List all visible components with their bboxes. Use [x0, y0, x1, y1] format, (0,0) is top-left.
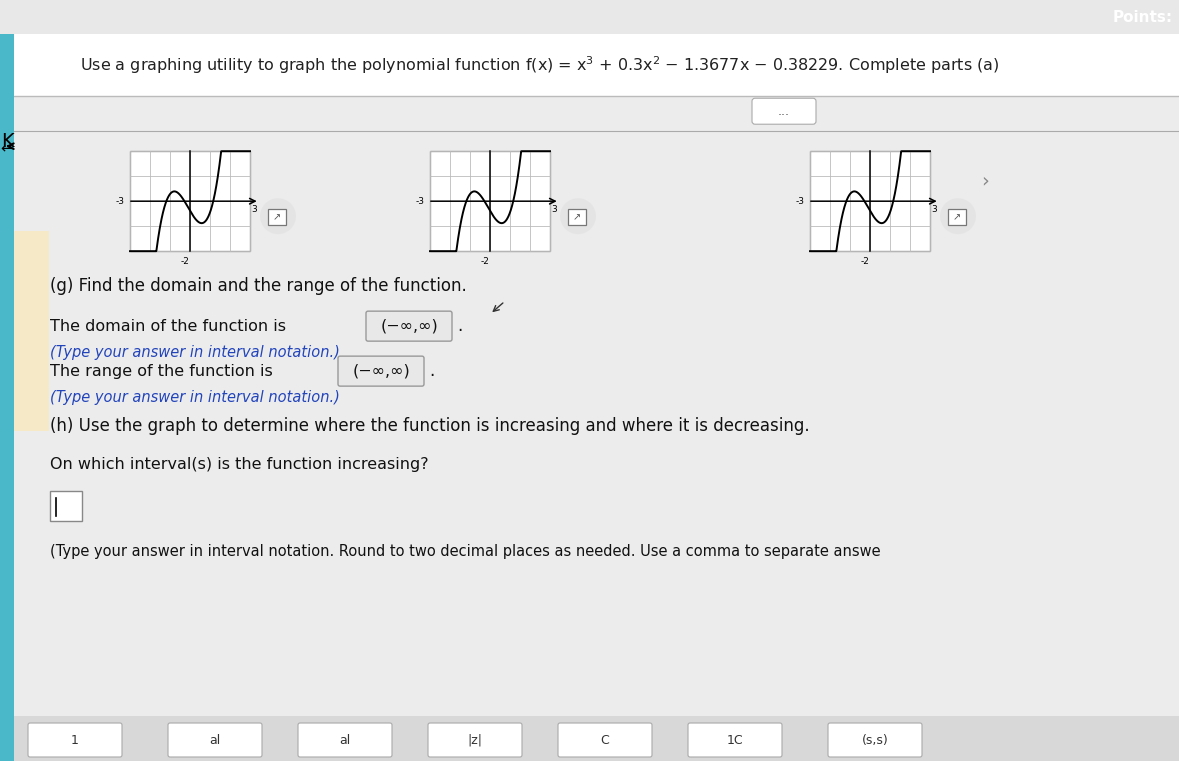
FancyBboxPatch shape: [365, 311, 452, 341]
Text: (Type your answer in interval notation.): (Type your answer in interval notation.): [50, 390, 340, 405]
FancyBboxPatch shape: [268, 209, 286, 225]
Text: The domain of the function is: The domain of the function is: [50, 319, 286, 333]
Circle shape: [560, 198, 597, 234]
Text: -2: -2: [481, 257, 489, 266]
Text: Points:: Points:: [1113, 10, 1173, 24]
Text: 3: 3: [931, 205, 937, 214]
Text: (h) Use the graph to determine where the function is increasing and where it is : (h) Use the graph to determine where the…: [50, 417, 810, 435]
Text: ←: ←: [1, 142, 13, 156]
Text: The range of the function is: The range of the function is: [50, 364, 272, 379]
Circle shape: [261, 198, 296, 234]
FancyBboxPatch shape: [28, 723, 121, 757]
Text: |z|: |z|: [468, 734, 482, 747]
FancyBboxPatch shape: [167, 723, 262, 757]
Bar: [50, 491, 83, 521]
Bar: [14, 231, 50, 431]
Text: ↗: ↗: [272, 212, 281, 222]
FancyBboxPatch shape: [558, 723, 652, 757]
Text: -3: -3: [116, 196, 125, 205]
FancyBboxPatch shape: [948, 209, 966, 225]
Text: K: K: [1, 132, 13, 151]
Text: ...: ...: [778, 105, 790, 118]
Text: 3: 3: [251, 205, 257, 214]
Bar: [430, 151, 549, 251]
Text: (Type your answer in interval notation. Round to two decimal places as needed. U: (Type your answer in interval notation. …: [50, 543, 881, 559]
Bar: [130, 151, 250, 251]
FancyBboxPatch shape: [689, 723, 782, 757]
Bar: [0, 716, 1179, 761]
Text: -3: -3: [796, 196, 805, 205]
Text: -2: -2: [861, 257, 869, 266]
Text: 1: 1: [71, 734, 79, 747]
Text: ↗: ↗: [953, 212, 961, 222]
Text: .: .: [457, 317, 462, 335]
Text: -2: -2: [180, 257, 190, 266]
Text: ›: ›: [981, 172, 989, 191]
Text: (−∞,∞): (−∞,∞): [380, 319, 437, 333]
Text: ↗: ↗: [573, 212, 581, 222]
Text: al: al: [210, 734, 220, 747]
FancyBboxPatch shape: [298, 723, 391, 757]
Text: al: al: [340, 734, 350, 747]
Text: .: .: [429, 362, 434, 380]
Text: 1C: 1C: [726, 734, 743, 747]
Bar: [14, 34, 1179, 96]
Circle shape: [940, 198, 976, 234]
Text: (Type your answer in interval notation.): (Type your answer in interval notation.): [50, 345, 340, 360]
Text: Use a graphing utility to graph the polynomial function f(x) = x$^3$ + 0.3x$^2$ : Use a graphing utility to graph the poly…: [80, 54, 1000, 76]
Text: (g) Find the domain and the range of the function.: (g) Find the domain and the range of the…: [50, 277, 467, 295]
Text: C: C: [600, 734, 610, 747]
FancyBboxPatch shape: [828, 723, 922, 757]
Text: -3: -3: [416, 196, 424, 205]
FancyBboxPatch shape: [568, 209, 586, 225]
Bar: [0, 34, 14, 761]
Bar: [810, 151, 930, 251]
FancyBboxPatch shape: [428, 723, 522, 757]
Text: On which interval(s) is the function increasing?: On which interval(s) is the function inc…: [50, 457, 429, 472]
Text: (s,s): (s,s): [862, 734, 888, 747]
FancyBboxPatch shape: [752, 98, 816, 124]
Text: (−∞,∞): (−∞,∞): [353, 364, 410, 379]
FancyBboxPatch shape: [338, 356, 424, 386]
Text: 3: 3: [552, 205, 556, 214]
